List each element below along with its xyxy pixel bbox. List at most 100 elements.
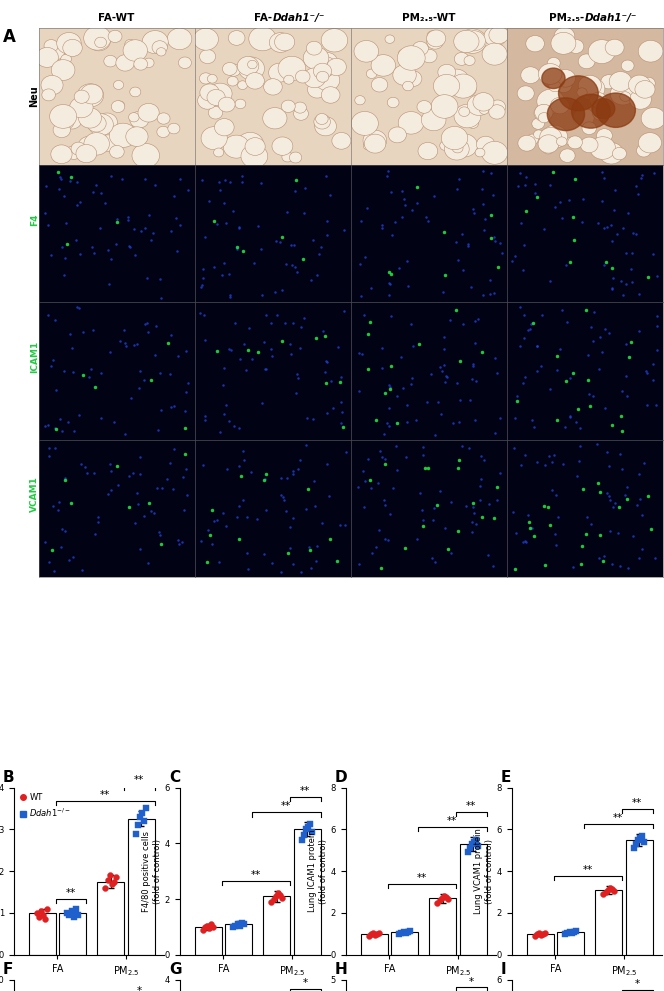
Text: Neu: Neu — [29, 85, 39, 107]
Circle shape — [592, 105, 610, 121]
Circle shape — [438, 64, 456, 80]
Circle shape — [540, 128, 562, 147]
Circle shape — [388, 127, 406, 143]
Text: **: ** — [417, 873, 427, 883]
Circle shape — [467, 118, 479, 129]
Point — [469, 834, 479, 850]
Circle shape — [237, 133, 264, 156]
Circle shape — [248, 60, 257, 68]
Point — [471, 831, 481, 847]
Circle shape — [235, 99, 246, 109]
Circle shape — [125, 40, 136, 50]
Circle shape — [539, 63, 562, 84]
Text: Ddah1⁻/⁻: Ddah1⁻/⁻ — [272, 13, 325, 23]
Text: /DAPI: /DAPI — [30, 519, 39, 547]
Circle shape — [290, 152, 301, 163]
Circle shape — [622, 60, 634, 71]
Circle shape — [125, 127, 148, 147]
Circle shape — [550, 97, 569, 114]
Circle shape — [478, 140, 493, 154]
Circle shape — [66, 146, 82, 160]
Text: H: H — [335, 962, 347, 977]
Circle shape — [246, 72, 264, 89]
Circle shape — [157, 126, 169, 138]
Point — [36, 903, 46, 919]
Circle shape — [198, 92, 217, 109]
Circle shape — [599, 143, 623, 164]
Point — [266, 894, 277, 910]
Circle shape — [578, 54, 595, 68]
Circle shape — [316, 53, 337, 71]
Point — [560, 926, 570, 941]
Circle shape — [542, 144, 554, 154]
Circle shape — [272, 137, 293, 156]
Circle shape — [63, 40, 82, 56]
Circle shape — [568, 136, 582, 149]
Text: **: ** — [613, 813, 623, 824]
Circle shape — [418, 143, 438, 160]
Circle shape — [71, 142, 86, 156]
Point — [530, 928, 540, 943]
Circle shape — [367, 69, 377, 78]
Point — [307, 825, 317, 840]
Circle shape — [579, 77, 605, 100]
Bar — [430, 898, 456, 954]
Circle shape — [41, 75, 63, 95]
Legend: WT, $Ddah1^{-/-}$: WT, $Ddah1^{-/-}$ — [18, 792, 73, 821]
Circle shape — [284, 75, 294, 84]
Circle shape — [44, 40, 58, 53]
Circle shape — [609, 71, 631, 91]
Circle shape — [620, 92, 631, 101]
Text: PM₂.₅-WT: PM₂.₅-WT — [402, 13, 456, 23]
Circle shape — [538, 135, 559, 153]
Circle shape — [637, 145, 651, 157]
Circle shape — [365, 134, 386, 153]
Circle shape — [541, 125, 568, 149]
Circle shape — [534, 130, 544, 139]
Circle shape — [568, 40, 584, 54]
Circle shape — [58, 115, 74, 129]
Circle shape — [450, 74, 477, 98]
Point — [463, 844, 473, 860]
Circle shape — [110, 123, 137, 148]
Point — [208, 919, 218, 935]
Bar — [527, 934, 554, 954]
Circle shape — [293, 107, 309, 120]
Point — [438, 888, 449, 904]
Point — [568, 924, 579, 939]
Point — [564, 924, 575, 939]
Circle shape — [314, 56, 337, 76]
Text: FA-WT: FA-WT — [98, 13, 135, 23]
Point — [135, 809, 145, 825]
Circle shape — [354, 41, 378, 62]
Circle shape — [315, 114, 328, 125]
Circle shape — [459, 107, 469, 117]
Point — [274, 887, 285, 903]
Y-axis label: Lung ICAM1 protein
(fold of control): Lung ICAM1 protein (fold of control) — [308, 829, 328, 913]
Circle shape — [454, 31, 479, 53]
Circle shape — [444, 69, 469, 92]
Point — [467, 836, 477, 852]
Point — [268, 891, 279, 907]
Circle shape — [452, 144, 463, 153]
Point — [202, 918, 212, 934]
Circle shape — [573, 108, 594, 127]
Circle shape — [168, 123, 180, 134]
Circle shape — [590, 92, 607, 107]
Circle shape — [534, 105, 553, 122]
Circle shape — [88, 31, 110, 51]
Circle shape — [263, 108, 287, 129]
Circle shape — [293, 102, 306, 113]
Circle shape — [127, 41, 145, 56]
Point — [396, 925, 407, 940]
Circle shape — [397, 46, 425, 70]
Point — [72, 907, 83, 923]
Circle shape — [157, 48, 166, 55]
Circle shape — [108, 31, 122, 43]
Point — [473, 838, 483, 854]
Circle shape — [278, 56, 305, 80]
Circle shape — [208, 83, 232, 104]
Point — [270, 888, 281, 904]
Bar — [557, 932, 584, 954]
Text: **: ** — [66, 888, 76, 898]
